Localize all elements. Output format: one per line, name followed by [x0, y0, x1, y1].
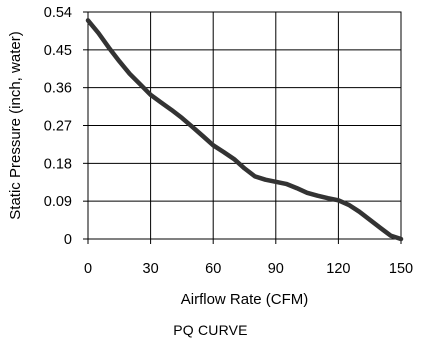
- chart-title: PQ CURVE: [173, 322, 248, 338]
- y-tick-label: 0.27: [44, 119, 72, 135]
- x-tick-label: 0: [84, 261, 92, 277]
- x-tick-label: 90: [268, 261, 284, 277]
- x-tick-label: 60: [205, 261, 221, 277]
- y-tick-label: 0: [64, 232, 72, 248]
- pq-curve-chart: 0 30 60 90 120 150 0 0.09 0.18 0.27 0.36 0.45 0.54 A…: [7, 5, 413, 308]
- y-axis-title: Static Pressure (inch, water): [7, 31, 24, 219]
- y-tick-label: 0.45: [44, 43, 72, 59]
- x-tick-label: 150: [389, 261, 413, 277]
- y-tick-label: 0.36: [44, 81, 72, 97]
- tick-labels: 0 30 60 90 120 150 0 0.09 0.18 0.27 0.36 0.45 0.54: [44, 5, 413, 277]
- plot-area-frame: [87, 11, 402, 240]
- x-axis-title: Airflow Rate (CFM): [181, 291, 309, 308]
- pq-series-line: [85, 18, 404, 242]
- x-tick-label: 30: [143, 261, 159, 277]
- y-tick-label: 0.09: [44, 194, 72, 210]
- x-tick-label: 120: [326, 261, 350, 277]
- y-tick-label: 0.54: [44, 5, 72, 21]
- y-tick-label: 0.18: [44, 156, 72, 172]
